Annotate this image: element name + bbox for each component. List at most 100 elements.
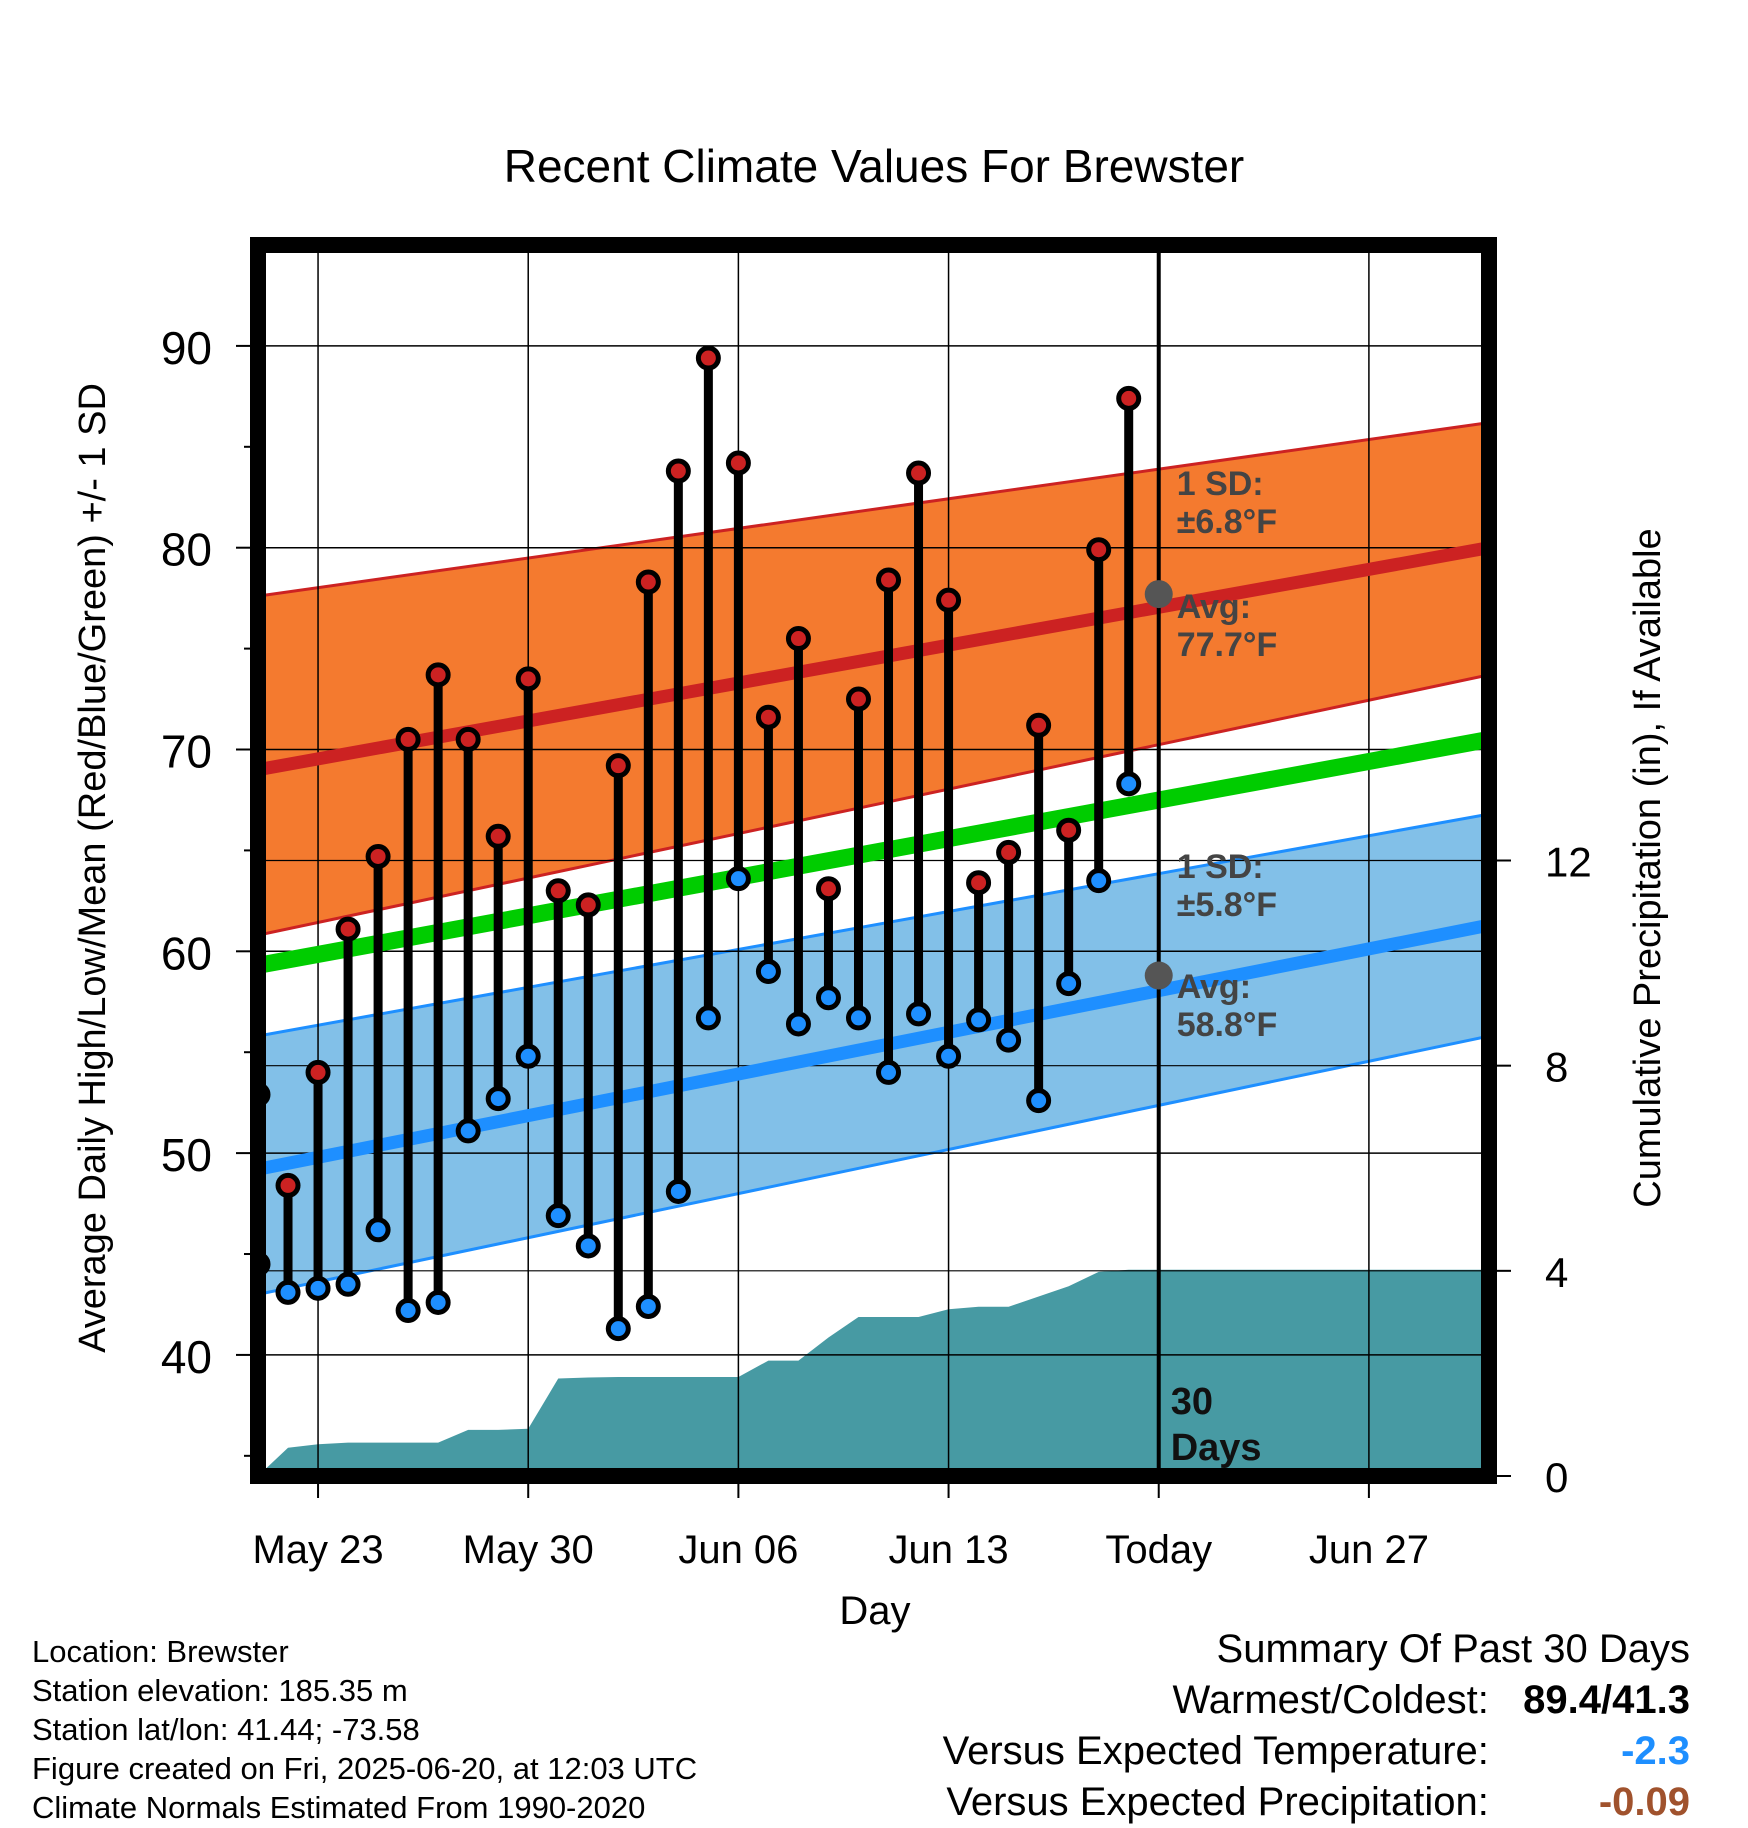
summary-warm-cold-row: Warmest/Coldest: 89.4/41.3 bbox=[943, 1675, 1691, 1726]
summary-precip-row: Versus Expected Precipitation: -0.09 bbox=[943, 1777, 1690, 1828]
high-sd-annotation-0: 1 SD: bbox=[1177, 465, 1264, 503]
x-axis-title: Day bbox=[839, 1589, 910, 1633]
precip-vs-expected-label: Versus Expected Precipitation: bbox=[946, 1780, 1489, 1824]
y-tick-label: 80 bbox=[161, 524, 212, 576]
daily-low-point bbox=[876, 1059, 902, 1085]
daily-high-point bbox=[906, 460, 932, 486]
temp-vs-expected-label: Versus Expected Temperature: bbox=[942, 1729, 1489, 1773]
station-info: Location: Brewster Station elevation: 18… bbox=[32, 1632, 697, 1827]
y-axis-title: Average Daily High/Low/Mean (Red/Blue/Gr… bbox=[72, 383, 114, 1353]
daily-high-point bbox=[545, 878, 571, 904]
latlon-text: Station lat/lon: 41.44; -73.58 bbox=[32, 1712, 420, 1747]
daily-high-point bbox=[845, 686, 871, 712]
x-tick-label: Today bbox=[1105, 1528, 1212, 1572]
daily-high-point bbox=[365, 843, 391, 869]
daily-low-point bbox=[635, 1293, 661, 1319]
y-tick-label: 90 bbox=[161, 322, 212, 374]
low-sd-annotation-0: 1 SD: bbox=[1177, 848, 1264, 886]
temp-vs-expected-value: -2.3 bbox=[1621, 1729, 1690, 1773]
daily-low-point bbox=[725, 866, 751, 892]
daily-high-point bbox=[1116, 385, 1142, 411]
daily-high-point bbox=[936, 587, 962, 613]
y-tick-label: 70 bbox=[161, 726, 212, 778]
created-text: Figure created on Fri, 2025-06-20, at 12… bbox=[32, 1751, 698, 1786]
low-avg-annotation-1: 58.8°F bbox=[1177, 1006, 1278, 1044]
high-avg-today-marker bbox=[1144, 580, 1173, 609]
y-tick-label: 40 bbox=[161, 1331, 212, 1383]
daily-low-point bbox=[936, 1043, 962, 1069]
high-avg-annotation-0: Avg: bbox=[1177, 588, 1251, 626]
mean-line bbox=[258, 731, 1489, 974]
daily-high-point bbox=[1026, 712, 1052, 738]
y-tick-label: 60 bbox=[161, 927, 212, 979]
x-tick-label: Jun 06 bbox=[678, 1528, 798, 1572]
low-sd-band-upper-edge bbox=[258, 812, 1489, 1038]
daily-low-point bbox=[365, 1217, 391, 1243]
chart-title: Recent Climate Values For Brewster bbox=[504, 140, 1245, 192]
plot-frame bbox=[250, 237, 1497, 1484]
y-tick-label: 50 bbox=[161, 1129, 212, 1181]
x-tick-label: May 23 bbox=[252, 1528, 383, 1572]
daily-high-point bbox=[785, 626, 811, 652]
daily-high-point bbox=[876, 567, 902, 593]
y-right-axis-title: Cumulative Precipitation (in), If Availa… bbox=[1627, 528, 1669, 1207]
y-right-tick-label: 0 bbox=[1545, 1454, 1568, 1501]
days-label-0: 30 bbox=[1171, 1381, 1213, 1423]
daily-low-point bbox=[515, 1043, 541, 1069]
daily-high-point bbox=[335, 916, 361, 942]
daily-low-point bbox=[455, 1118, 481, 1144]
x-tick-label: May 30 bbox=[463, 1528, 594, 1572]
daily-low-point bbox=[1056, 971, 1082, 997]
y-right-tick-label: 12 bbox=[1545, 839, 1592, 886]
daily-high-point bbox=[755, 704, 781, 730]
low-sd-annotation-1: ±5.8°F bbox=[1177, 886, 1277, 924]
daily-low-point bbox=[966, 1007, 992, 1033]
daily-low-point bbox=[605, 1316, 631, 1342]
daily-low-point bbox=[1086, 868, 1112, 894]
daily-high-point bbox=[425, 662, 451, 688]
daily-high-point bbox=[275, 1172, 301, 1198]
low-sd-band bbox=[258, 814, 1489, 1295]
daily-high-point bbox=[665, 458, 691, 484]
daily-low-point bbox=[906, 1001, 932, 1027]
daily-low-point bbox=[485, 1086, 511, 1112]
daily-high-point bbox=[395, 726, 421, 752]
daily-low-point bbox=[335, 1271, 361, 1297]
low-avg-today-marker bbox=[1144, 961, 1173, 990]
high-sd-band-lower-edge bbox=[258, 673, 1489, 937]
warm-cold-value: 89.4/41.3 bbox=[1523, 1678, 1690, 1722]
elevation-text: Station elevation: 185.35 m bbox=[32, 1673, 408, 1708]
daily-high-point bbox=[635, 569, 661, 595]
daily-high-point bbox=[605, 753, 631, 779]
daily-low-point bbox=[275, 1279, 301, 1305]
daily-low-point bbox=[545, 1203, 571, 1229]
days-label-1: Days bbox=[1171, 1427, 1262, 1469]
daily-high-point bbox=[575, 892, 601, 918]
precip-vs-expected-value: -0.09 bbox=[1598, 1780, 1690, 1824]
daily-high-point bbox=[305, 1059, 331, 1085]
daily-low-point bbox=[996, 1027, 1022, 1053]
x-tick-label: Jun 27 bbox=[1309, 1528, 1429, 1572]
daily-high-point bbox=[1086, 537, 1112, 563]
summary-title: Summary Of Past 30 Days bbox=[1216, 1627, 1690, 1671]
low-sd-band-lower-edge bbox=[258, 1034, 1489, 1296]
warm-cold-label: Warmest/Coldest: bbox=[1172, 1678, 1489, 1722]
daily-low-point bbox=[1116, 771, 1142, 797]
daily-high-point bbox=[815, 876, 841, 902]
daily-low-point bbox=[395, 1298, 421, 1324]
daily-high-point bbox=[515, 666, 541, 692]
daily-low-point bbox=[1026, 1088, 1052, 1114]
summary-panel: Summary Of Past 30 Days Warmest/Coldest:… bbox=[943, 1624, 1690, 1828]
daily-low-point bbox=[815, 985, 841, 1011]
low-avg-annotation-0: Avg: bbox=[1177, 968, 1251, 1006]
high-avg-annotation-1: 77.7°F bbox=[1177, 626, 1278, 664]
daily-high-point bbox=[996, 839, 1022, 865]
daily-high-point bbox=[485, 823, 511, 849]
daily-low-point bbox=[665, 1178, 691, 1204]
x-tick-label: Jun 13 bbox=[889, 1528, 1009, 1572]
summary-temp-row: Versus Expected Temperature: -2.3 bbox=[943, 1726, 1690, 1777]
precip-area bbox=[258, 1269, 1489, 1476]
daily-high-point bbox=[455, 726, 481, 752]
y-right-tick-label: 4 bbox=[1545, 1249, 1568, 1296]
